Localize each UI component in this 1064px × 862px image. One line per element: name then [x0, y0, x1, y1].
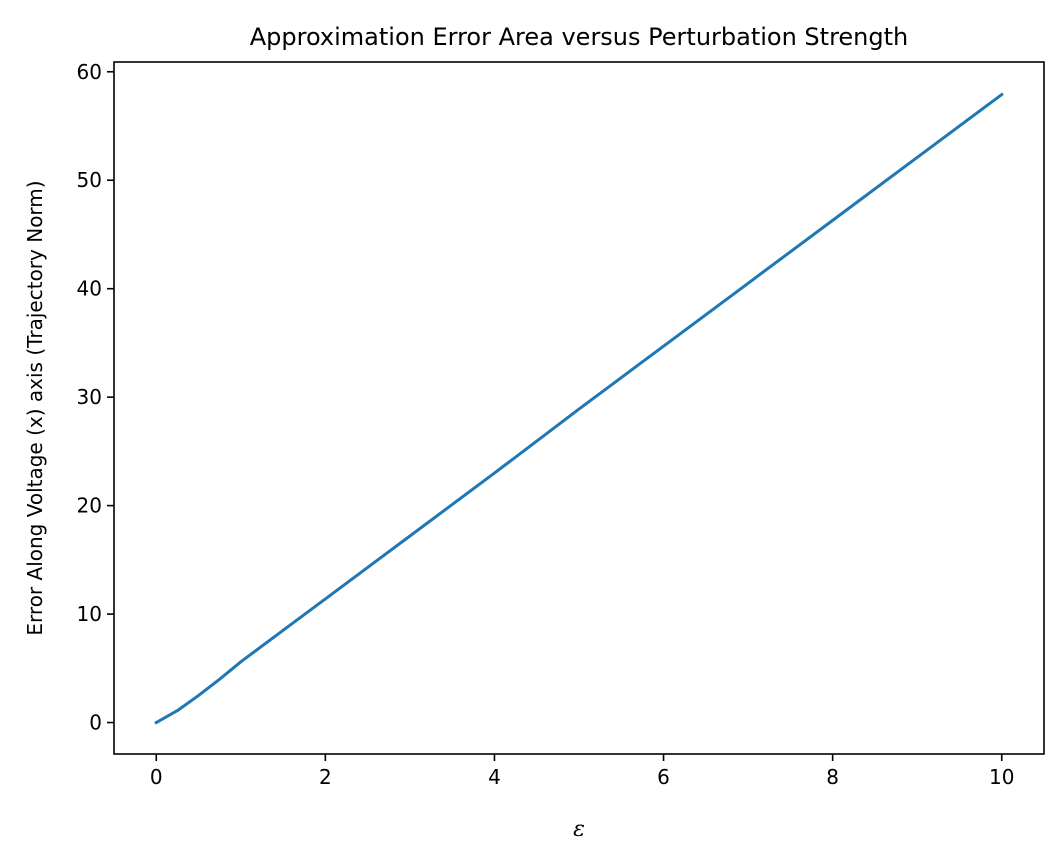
- chart-title: Approximation Error Area versus Perturba…: [250, 23, 909, 51]
- x-tick-label: 10: [989, 765, 1014, 789]
- x-tick-label: 4: [488, 765, 501, 789]
- y-tick-label: 60: [77, 60, 102, 84]
- y-tick-label: 30: [77, 385, 102, 409]
- x-tick-label: 2: [319, 765, 332, 789]
- x-axis-title: ε: [573, 817, 585, 842]
- y-tick-label: 40: [77, 277, 102, 301]
- series-layer: [154, 92, 1004, 725]
- x-tick-label: 0: [150, 765, 163, 789]
- x-tick-label: 8: [826, 765, 839, 789]
- y-tick-label: 10: [77, 602, 102, 626]
- x-axis-ticks: 0 2 4 6 8 10: [150, 754, 1014, 789]
- plot-frame: [113, 61, 1045, 755]
- series-line-0: [154, 92, 1004, 725]
- y-axis-ticks: 0 10 20 30 40 50 60: [77, 60, 114, 735]
- x-tick-label: 6: [657, 765, 670, 789]
- y-tick-label: 0: [89, 711, 102, 735]
- y-axis-title: Error Along Voltage (x) axis (Trajectory…: [23, 180, 47, 635]
- y-tick-label: 50: [77, 168, 102, 192]
- y-tick-label: 20: [77, 494, 102, 518]
